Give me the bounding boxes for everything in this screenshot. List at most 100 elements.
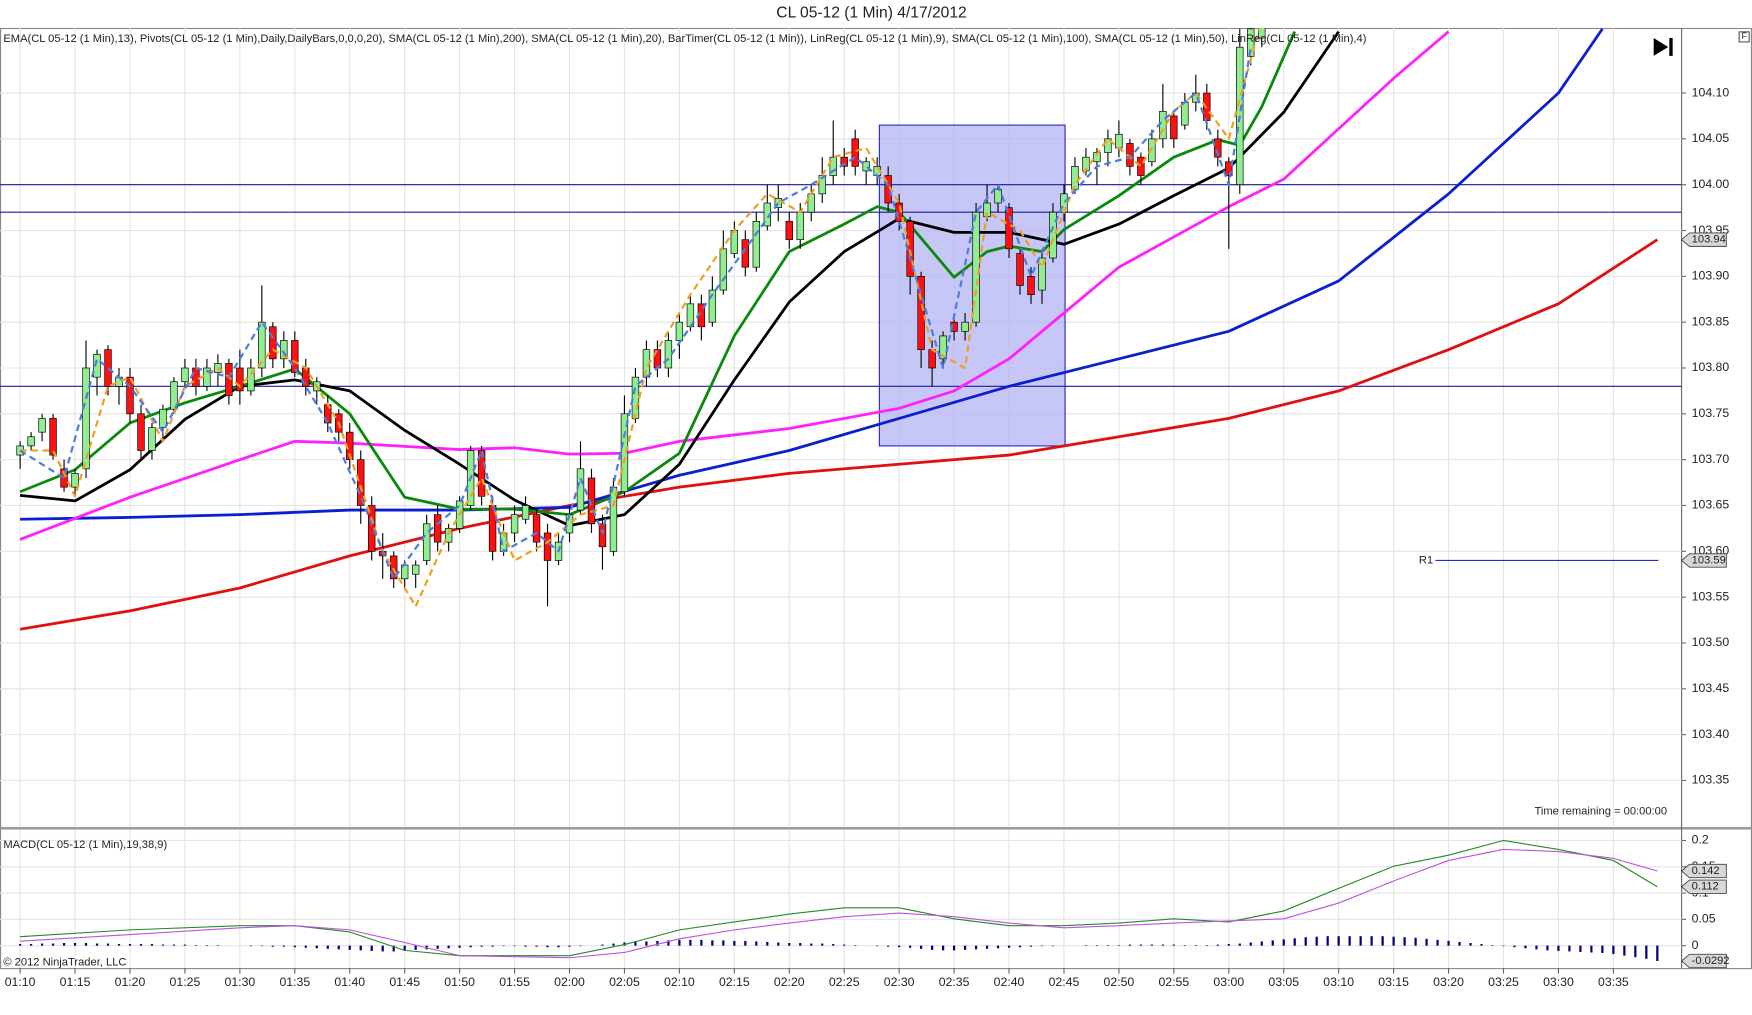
candle-body — [961, 321, 969, 332]
corner-button[interactable]: F — [1738, 31, 1750, 43]
candle-body — [1027, 276, 1035, 296]
x-tick-label: 01:40 — [334, 975, 365, 989]
macd-label: MACD(CL 05-12 (1 Min),19,38,9) — [3, 839, 167, 851]
candle-body — [829, 156, 837, 176]
price-marker — [1680, 232, 1727, 247]
y-tick-label: 104.05 — [1692, 131, 1730, 145]
linreg-line — [20, 27, 1261, 608]
y-tick-label: 0.05 — [1692, 912, 1716, 926]
candle-body — [1137, 156, 1145, 176]
price-marker-label: 0.112 — [1692, 881, 1719, 893]
x-tick-label: 01:10 — [5, 975, 36, 989]
candle-body — [411, 564, 420, 575]
candle-body — [1247, 28, 1255, 57]
candle-body — [1016, 253, 1024, 286]
price-marker-label: -0.0292 — [1692, 955, 1730, 967]
candle-body — [159, 408, 167, 428]
candle-body — [236, 367, 244, 392]
candle-body — [598, 523, 607, 548]
candle-body — [258, 321, 266, 369]
candle-body — [280, 340, 288, 360]
candle-body — [137, 413, 145, 451]
price-marker-label: 103.94 — [1692, 234, 1726, 246]
candle-body — [390, 555, 398, 580]
candle-body — [719, 248, 728, 291]
x-tick-label: 02:50 — [1104, 975, 1135, 989]
x-tick-label: 02:10 — [664, 975, 695, 989]
candle-body — [917, 276, 925, 351]
candle-body — [785, 221, 793, 241]
candle-body — [1148, 138, 1156, 163]
candle-body — [1170, 115, 1178, 140]
candle-body — [104, 349, 112, 387]
candle-body — [807, 193, 815, 213]
y-tick-label: 104.00 — [1692, 177, 1730, 191]
candle-body — [93, 353, 101, 378]
candle-body — [708, 289, 717, 323]
scroll-end-button[interactable] — [1653, 38, 1673, 56]
axes: 01:10 01:15 01:20 01:25 01:30 01:35 01:40 01:45… — [5, 85, 1730, 989]
x-tick-label: 03:35 — [1598, 975, 1629, 989]
macd-plot — [0, 829, 1682, 969]
x-tick-label: 03:25 — [1488, 975, 1519, 989]
r1-label: R1 — [1419, 554, 1433, 566]
y-tick-label: 103.70 — [1692, 452, 1730, 466]
x-tick-label: 01:25 — [170, 975, 201, 989]
candle-body — [60, 468, 68, 488]
candle-body — [620, 413, 629, 493]
candle-body — [269, 326, 277, 360]
play-icon — [1653, 38, 1669, 56]
x-tick-label: 02:05 — [609, 975, 640, 989]
candle-body — [477, 450, 486, 497]
x-tick-label: 01:50 — [444, 975, 475, 989]
candle-body — [994, 188, 1002, 204]
x-tick-label: 03:10 — [1323, 975, 1354, 989]
candle-body — [576, 468, 585, 511]
indicator-line — [19, 30, 1450, 541]
y-tick-label: 0.2 — [1692, 833, 1709, 847]
x-tick-label: 03:15 — [1378, 975, 1409, 989]
candle-body — [851, 138, 859, 167]
candle-body — [181, 367, 189, 383]
y-tick-label: 103.40 — [1692, 727, 1730, 741]
candle-body — [543, 532, 552, 561]
candle-body — [444, 528, 453, 543]
candle-body — [192, 367, 200, 387]
linreg-line — [19, 47, 1252, 580]
price-marker-label: 103.59 — [1692, 554, 1726, 566]
candle-body — [510, 514, 519, 534]
corner-box — [1738, 31, 1750, 43]
x-tick-label: 02:40 — [994, 975, 1025, 989]
candle-body — [38, 418, 46, 433]
x-tick-label: 02:15 — [719, 975, 750, 989]
candle-body — [587, 477, 596, 525]
indicator-list: EMA(CL 05-12 (1 Min),13), Pivots(CL 05-1… — [3, 33, 1366, 45]
price-plot — [0, 27, 1682, 828]
y-tick-label: 103.85 — [1692, 314, 1730, 328]
y-tick-label: 103.90 — [1692, 269, 1730, 283]
y-tick-label: 103.45 — [1692, 681, 1730, 695]
y-tick-label: 104.10 — [1692, 85, 1730, 99]
x-tick-label: 01:15 — [60, 975, 91, 989]
candle-body — [1214, 138, 1222, 158]
x-tick-label: 03:20 — [1433, 975, 1464, 989]
candle-body — [148, 427, 156, 451]
candle-body — [225, 363, 233, 396]
y-tick-label: 103.55 — [1692, 589, 1730, 603]
x-tick-label: 02:55 — [1158, 975, 1189, 989]
x-tick-label: 02:25 — [829, 975, 860, 989]
candle-body — [521, 505, 530, 520]
window-title: CL 05-12 (1 Min) 4/17/2012 — [776, 5, 966, 22]
x-tick-label: 02:30 — [884, 975, 915, 989]
candle-body — [862, 161, 870, 172]
end-bar-icon — [1669, 38, 1673, 56]
x-tick-label: 02:35 — [939, 975, 970, 989]
candle-body — [1005, 207, 1013, 250]
macd-line — [20, 848, 1658, 959]
candle-body — [49, 418, 57, 456]
candle-body — [82, 367, 90, 470]
candle-body — [1049, 211, 1057, 259]
x-tick-label: 01:55 — [499, 975, 530, 989]
corner-label: F — [1741, 31, 1747, 41]
